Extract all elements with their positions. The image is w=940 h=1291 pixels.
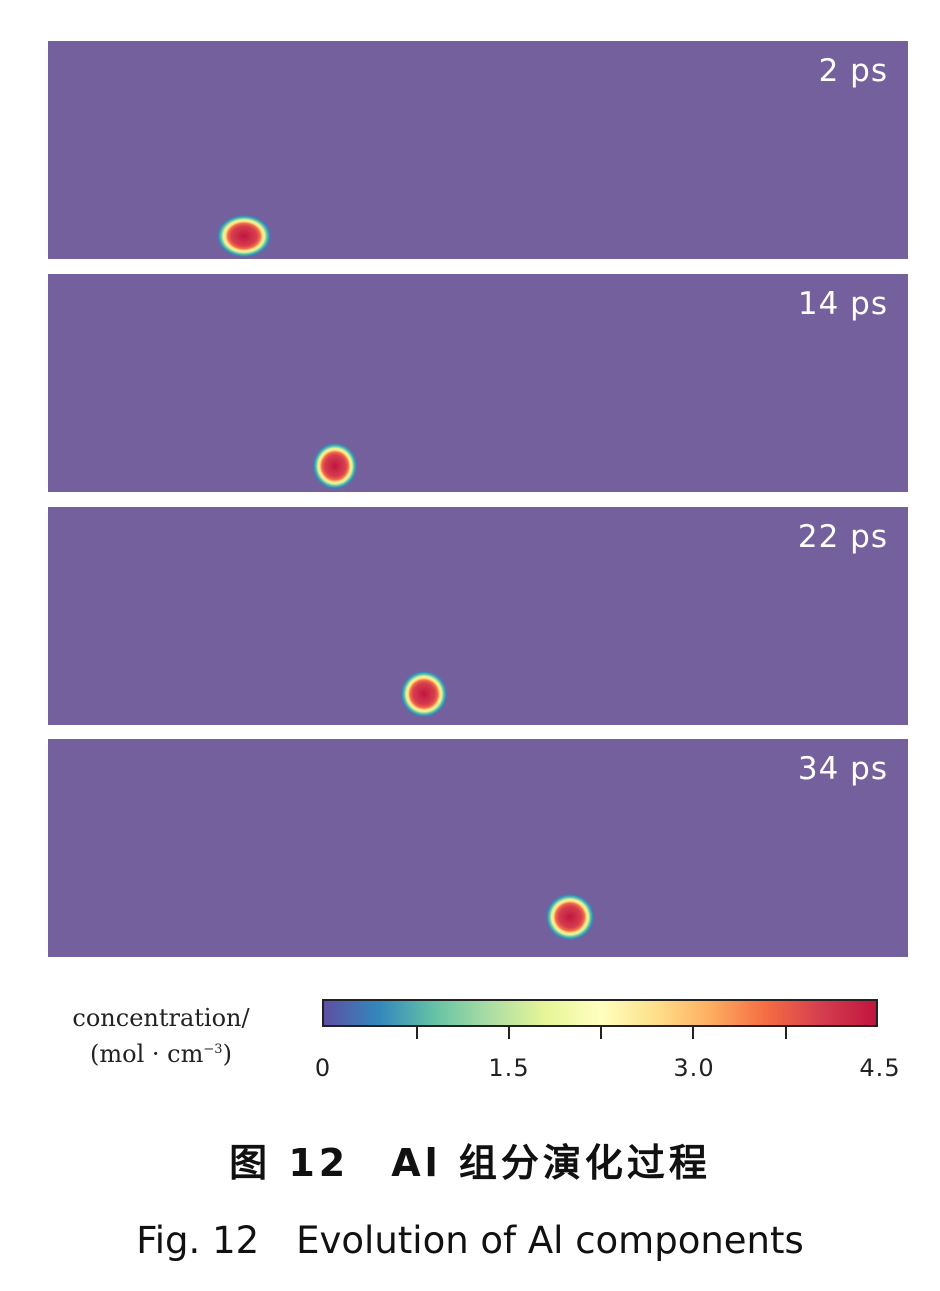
panel-22ps: 22 ps <box>48 507 908 725</box>
concentration-map <box>48 739 908 957</box>
time-label: 2 ps <box>818 53 888 89</box>
panel-14ps: 14 ps <box>48 274 908 492</box>
panel-34ps: 34 ps <box>48 739 908 957</box>
colorbar-tick <box>508 1027 510 1039</box>
caption-chinese: 图 12 Al 组分演化过程 <box>229 1141 711 1185</box>
colorbar-tick <box>692 1027 694 1039</box>
colorbar-tick <box>785 1027 787 1039</box>
al-blob <box>312 442 358 490</box>
time-label: 34 ps <box>797 751 888 787</box>
al-blob <box>216 214 272 258</box>
concentration-map <box>48 41 908 259</box>
time-label: 14 ps <box>797 286 888 322</box>
colorbar-unit: (mol · cm−3) <box>90 1040 232 1068</box>
colorbar-tick-label: 3.0 <box>673 1054 715 1082</box>
concentration-map <box>48 507 908 725</box>
colorbar-tick <box>416 1027 418 1039</box>
colorbar-tick <box>600 1027 602 1039</box>
time-label: 22 ps <box>797 519 888 555</box>
panel-2ps: 2 ps <box>48 41 908 259</box>
al-blob <box>545 893 595 941</box>
colorbar-tick-label: 4.5 <box>859 1054 901 1082</box>
colorbar-tick-label: 1.5 <box>488 1054 530 1082</box>
concentration-map <box>48 274 908 492</box>
colorbar-tick-label: 0 <box>314 1054 332 1082</box>
colorbar-title: concentration/ <box>72 1004 250 1032</box>
al-blob <box>400 670 448 718</box>
caption-english: Fig. 12 Evolution of Al components <box>136 1219 804 1262</box>
colorbar <box>322 999 878 1027</box>
